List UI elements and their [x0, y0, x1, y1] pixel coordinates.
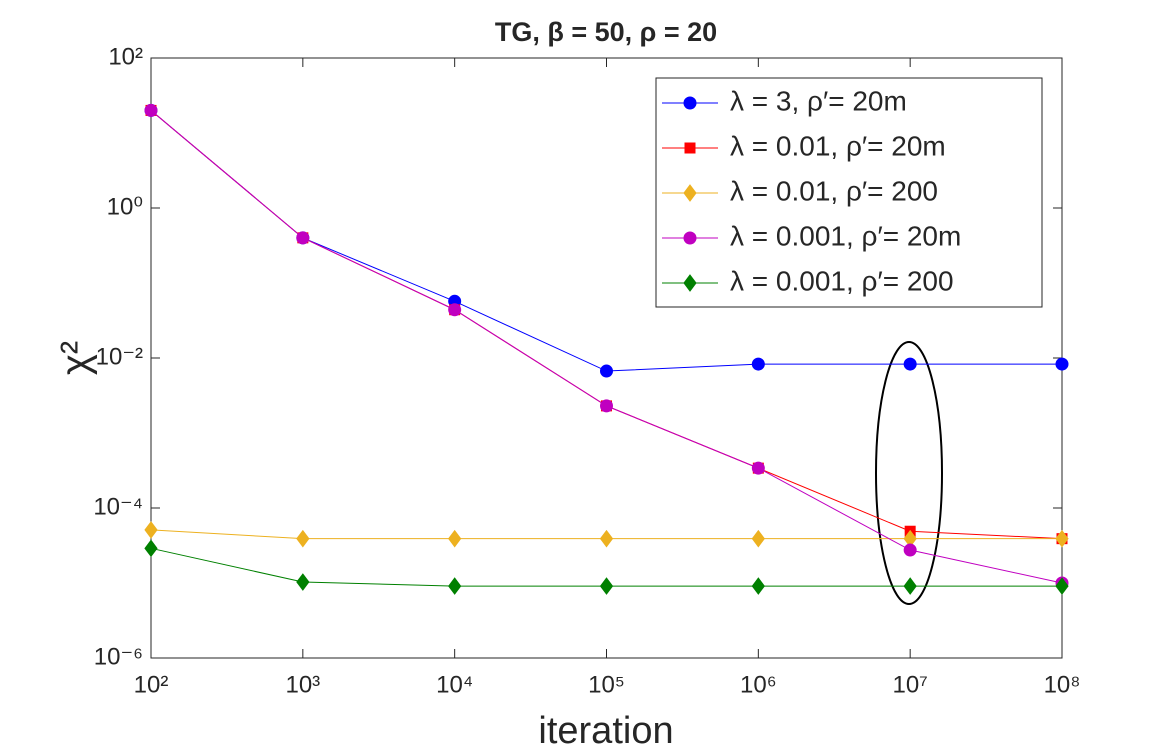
- marker: [751, 577, 765, 595]
- marker: [1055, 357, 1069, 371]
- marker: [903, 543, 917, 557]
- legend-label: λ = 0.001, ρ′= 20m: [730, 220, 961, 251]
- marker: [296, 231, 310, 245]
- legend-marker: [683, 184, 697, 202]
- y-tick-label: 10⁻²: [96, 343, 143, 370]
- marker: [1055, 529, 1069, 548]
- marker: [448, 303, 462, 317]
- marker: [144, 521, 158, 539]
- x-axis-label: iteration: [538, 710, 673, 752]
- legend-marker: [684, 142, 696, 154]
- x-tick-label: 10⁶: [740, 671, 777, 698]
- x-tick-label: 10³: [285, 671, 320, 698]
- highlight-ellipse: [875, 341, 943, 605]
- marker: [144, 539, 158, 558]
- x-tick-label: 10⁷: [892, 671, 927, 698]
- marker: [296, 529, 310, 548]
- marker: [751, 461, 765, 475]
- marker: [683, 184, 697, 202]
- x-tick-label: 10²: [134, 671, 169, 698]
- legend-label: λ = 3, ρ′= 20m: [730, 85, 907, 116]
- x-tick-label: 10⁵: [588, 671, 625, 698]
- marker: [684, 142, 696, 154]
- legend-marker: [683, 231, 697, 245]
- marker: [448, 577, 462, 595]
- marker: [1055, 577, 1069, 595]
- marker: [600, 364, 613, 378]
- x-tick-label: 10⁴: [436, 671, 473, 698]
- marker: [448, 529, 462, 548]
- marker: [683, 231, 697, 245]
- y-tick-label: 10⁻⁶: [94, 643, 143, 670]
- marker: [599, 577, 614, 595]
- legend-label: λ = 0.001, ρ′= 200: [730, 265, 954, 296]
- marker: [683, 274, 697, 292]
- x-tick-label: 10⁸: [1044, 671, 1081, 698]
- legend-label: λ = 0.01, ρ′= 20m: [730, 130, 946, 161]
- marker: [683, 96, 697, 110]
- marker: [903, 357, 917, 371]
- y-axis-label: χ²: [54, 341, 98, 375]
- y-tick-label: 10⁻⁴: [93, 493, 143, 520]
- marker: [600, 399, 613, 413]
- marker: [296, 573, 310, 591]
- legend-label: λ = 0.01, ρ′= 200: [730, 175, 938, 206]
- legend-box: [655, 77, 1043, 308]
- legend-marker: [683, 274, 697, 292]
- marker: [751, 529, 765, 548]
- marker: [144, 103, 158, 117]
- y-tick-label: 10²: [108, 43, 143, 70]
- marker: [599, 529, 614, 548]
- y-tick-label: 10⁰: [107, 193, 143, 220]
- marker: [903, 577, 917, 595]
- legend-marker: [683, 96, 697, 110]
- chart-title: TG, β = 50, ρ = 20: [495, 17, 717, 47]
- marker: [751, 357, 765, 371]
